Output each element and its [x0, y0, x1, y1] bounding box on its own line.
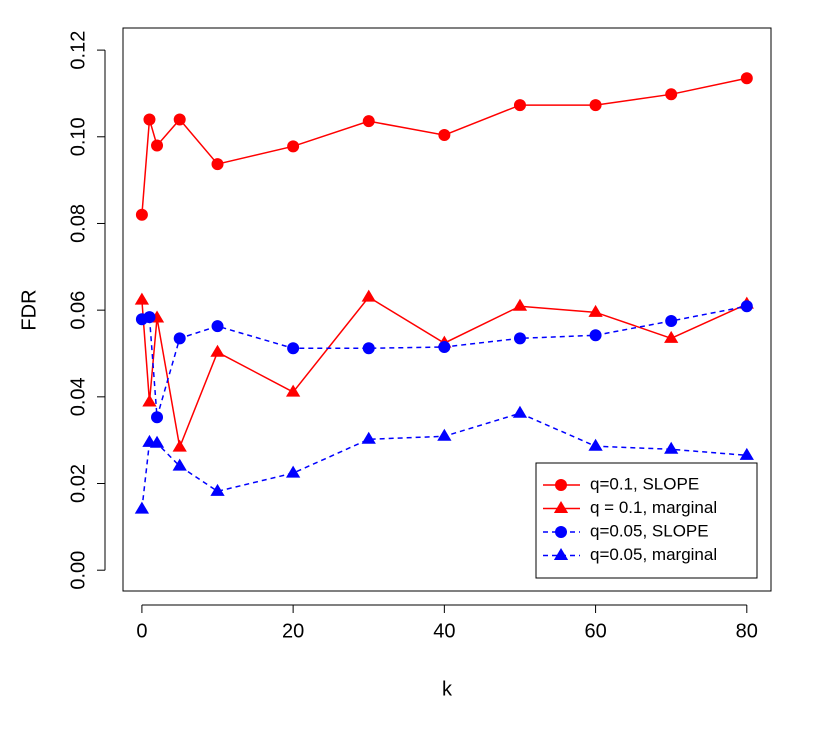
- marker: [438, 129, 451, 142]
- marker: [361, 431, 376, 444]
- marker: [665, 88, 678, 101]
- legend-marker: [555, 526, 567, 538]
- x-tick-label: 60: [584, 620, 606, 642]
- marker: [589, 329, 602, 342]
- marker: [149, 435, 165, 448]
- marker: [210, 483, 225, 496]
- marker: [211, 158, 224, 171]
- marker: [172, 439, 187, 452]
- marker: [664, 330, 679, 343]
- marker: [361, 289, 376, 302]
- marker: [134, 292, 150, 305]
- series-line: [141, 77, 747, 215]
- marker: [143, 113, 156, 126]
- marker: [739, 447, 754, 460]
- legend-marker: [553, 548, 569, 560]
- marker: [172, 458, 187, 471]
- marker: [665, 314, 678, 327]
- marker: [143, 311, 156, 324]
- y-tick-label: 0.02: [67, 464, 89, 503]
- marker: [134, 501, 150, 514]
- marker: [287, 342, 300, 355]
- marker: [512, 298, 528, 311]
- marker: [286, 465, 301, 478]
- series-line: [141, 296, 748, 450]
- marker: [588, 438, 603, 451]
- legend-label: q=0.1, SLOPE: [590, 474, 699, 493]
- marker: [173, 332, 186, 345]
- legend: q=0.1, SLOPE q = 0.1, marginal q=0.05, SLO…: [535, 462, 758, 579]
- x-tick-label: 0: [136, 620, 147, 642]
- legend-marker: [553, 501, 569, 513]
- marker: [151, 411, 164, 424]
- marker: [173, 113, 186, 126]
- legend-label: q=0.05, marginal: [590, 545, 717, 564]
- legend-box: [535, 462, 758, 579]
- marker: [362, 115, 375, 128]
- marker: [588, 304, 603, 317]
- legend-label: q = 0.1, marginal: [590, 498, 717, 517]
- y-tick-label: 0.00: [67, 551, 89, 590]
- y-tick-label: 0.08: [67, 204, 89, 243]
- marker: [512, 405, 528, 418]
- marker: [151, 139, 164, 152]
- marker: [438, 340, 451, 353]
- marker: [513, 332, 526, 345]
- y-tick-label: 0.04: [67, 377, 89, 416]
- legend-label: q=0.05, SLOPE: [590, 521, 709, 540]
- y-axis-label: FDR: [18, 289, 40, 330]
- marker: [211, 320, 224, 333]
- marker: [286, 384, 301, 397]
- x-tick-label: 20: [282, 620, 304, 642]
- marker: [513, 99, 526, 112]
- marker: [664, 441, 679, 454]
- legend-marker: [555, 479, 567, 491]
- x-tick-label: 40: [433, 620, 455, 642]
- x-tick-label: 80: [736, 620, 758, 642]
- marker: [362, 342, 375, 355]
- marker: [287, 140, 300, 153]
- plot-frame: [122, 27, 772, 592]
- marker: [210, 344, 225, 357]
- marker: [135, 208, 148, 221]
- y-tick-label: 0.10: [67, 117, 89, 156]
- marker: [142, 394, 157, 407]
- marker: [589, 99, 602, 112]
- x-axis-label: k: [442, 678, 453, 700]
- marker: [740, 300, 753, 313]
- marker: [437, 428, 452, 441]
- y-tick-label: 0.06: [67, 291, 89, 330]
- series-line: [141, 305, 747, 418]
- marker: [740, 72, 753, 85]
- y-tick-label: 0.12: [67, 31, 89, 70]
